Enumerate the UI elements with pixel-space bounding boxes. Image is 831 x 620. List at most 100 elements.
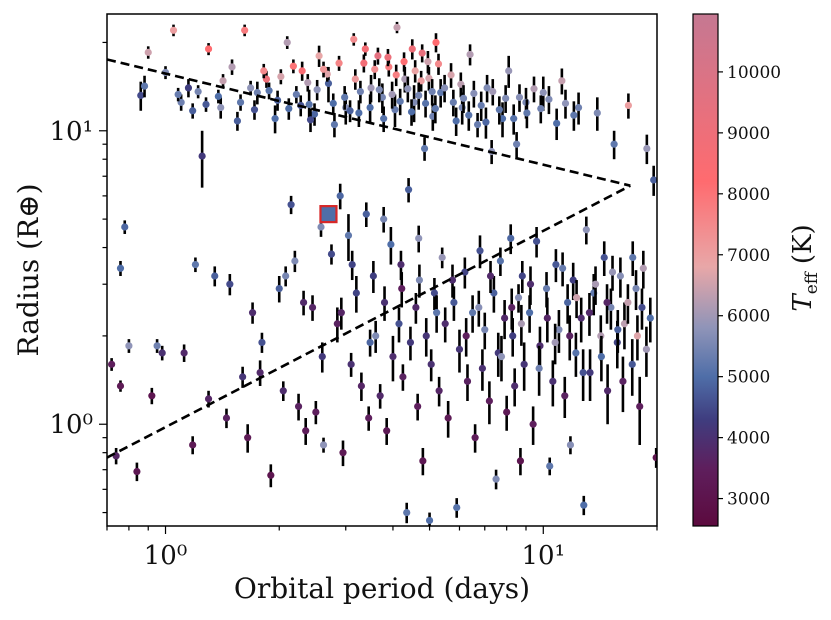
data-point (483, 84, 491, 92)
data-point (222, 414, 231, 422)
data-point (376, 392, 384, 400)
y-axis: 10⁰ 10¹ (49, 41, 107, 514)
data-point (425, 516, 434, 525)
data-point (180, 349, 188, 357)
data-point (356, 87, 364, 96)
data-point (375, 86, 383, 94)
data-point (549, 377, 557, 385)
data-point (600, 253, 608, 262)
data-point (431, 105, 439, 113)
data-point (244, 434, 252, 442)
data-point (585, 309, 594, 317)
data-point (306, 116, 315, 124)
data-point (404, 85, 412, 93)
data-point (593, 109, 601, 117)
data-point (452, 117, 460, 125)
data-point (335, 59, 343, 67)
boundary-line (107, 184, 631, 459)
data-point (545, 95, 553, 103)
data-point (566, 332, 574, 340)
data-point (408, 45, 416, 53)
data-point (441, 320, 449, 328)
data-point (228, 63, 236, 71)
data-point (476, 247, 484, 255)
data-point (361, 45, 369, 53)
data-point (125, 342, 133, 350)
data-point (422, 332, 430, 340)
data-point (477, 101, 485, 110)
data-point (526, 309, 534, 317)
data-point (462, 332, 470, 340)
data-point (566, 441, 575, 449)
highlighted-planet-marker (319, 205, 338, 224)
data-point (561, 392, 569, 400)
data-point (133, 467, 141, 476)
data-point (312, 408, 320, 416)
data-point (435, 387, 443, 395)
data-point (508, 303, 516, 312)
data-point (317, 223, 325, 231)
data-point (355, 109, 363, 117)
data-point (189, 441, 197, 449)
y-tick-label: 10¹ (49, 117, 93, 147)
data-point (399, 373, 407, 381)
y-axis-title: Radius (R⊕) (12, 184, 45, 357)
data-point (628, 360, 636, 368)
data-point (392, 71, 400, 79)
data-point (638, 303, 646, 312)
data-point (144, 48, 152, 56)
x-tick-label: 10¹ (522, 541, 566, 571)
data-point (514, 294, 523, 302)
data-point (265, 87, 273, 95)
data-point (629, 253, 637, 262)
data-point (236, 98, 245, 106)
y-tick-label: 10⁰ (49, 410, 93, 440)
data-point (329, 99, 337, 107)
data-point (347, 360, 355, 368)
data-point (515, 93, 524, 101)
data-point (471, 434, 479, 442)
data-point (470, 89, 478, 98)
data-point (194, 87, 202, 96)
data-point (475, 303, 483, 312)
data-point (294, 402, 303, 411)
data-point (407, 108, 416, 116)
data-point (398, 284, 406, 293)
data-point (384, 53, 392, 61)
data-point (610, 140, 618, 148)
data-point (444, 414, 452, 422)
data-point (532, 237, 541, 245)
data-point (420, 144, 429, 153)
data-point (403, 508, 411, 517)
data-point (189, 107, 197, 115)
data-point (604, 387, 612, 395)
data-point (455, 345, 464, 353)
data-point (482, 118, 490, 126)
data-point (465, 111, 473, 119)
data-point (365, 414, 373, 422)
data-point (552, 260, 560, 269)
data-point (404, 186, 413, 194)
data-point (211, 272, 219, 280)
data-point (248, 309, 257, 317)
data-point (250, 106, 259, 114)
data-point (357, 382, 365, 390)
data-point (619, 377, 627, 385)
data-point (546, 462, 554, 470)
data-point (233, 117, 242, 125)
data-point (642, 345, 651, 353)
data-point (427, 360, 435, 368)
data-point (614, 326, 622, 334)
data-point (226, 280, 234, 288)
colorbar: 3000 4000 5000 6000 7000 8000 9000 10000 Teff(K… (692, 13, 822, 527)
data-point (366, 338, 374, 347)
data-point (551, 338, 559, 347)
data-point (450, 298, 458, 307)
data-point (582, 226, 590, 234)
data-point (542, 284, 551, 293)
data-point (360, 59, 368, 67)
data-point (633, 332, 642, 340)
data-point (559, 264, 567, 272)
data-point (434, 60, 443, 68)
